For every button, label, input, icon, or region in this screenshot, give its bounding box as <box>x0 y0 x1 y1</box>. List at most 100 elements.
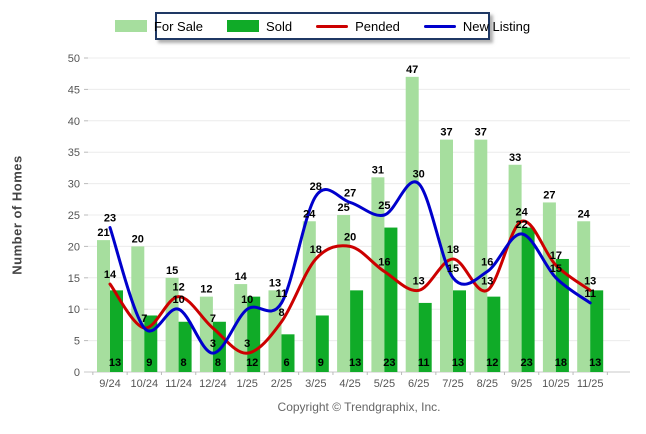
bar-for-sale <box>131 246 145 372</box>
bar-sold <box>178 321 192 372</box>
pended-value-label: 14 <box>104 269 117 281</box>
y-tick-label: 5 <box>74 336 80 348</box>
new-listing-line <box>108 180 592 355</box>
sold-value-label: 13 <box>589 357 601 369</box>
y-tick-label: 0 <box>74 367 80 379</box>
x-tick-label: 2/25 <box>271 378 292 390</box>
pended-line-swatch-icon <box>316 24 349 28</box>
sold-value-label: 23 <box>383 357 395 369</box>
sold-value-label: 6 <box>283 357 289 369</box>
sold-value-label: 8 <box>215 357 221 369</box>
sold-value-label: 13 <box>109 357 121 369</box>
pended-value-label: 12 <box>172 282 184 294</box>
bar-sold <box>212 321 226 372</box>
x-tick-label: 9/24 <box>99 378 120 390</box>
x-tick-label: 10/24 <box>131 378 159 390</box>
new-listing-value-label: 15 <box>550 263 562 275</box>
pended-line <box>108 219 592 355</box>
bar-sold <box>350 290 364 372</box>
pended-value-label: 3 <box>244 338 250 350</box>
sold-value-label: 11 <box>418 357 430 369</box>
sold-value-label: 13 <box>349 357 361 369</box>
legend-item-new-listing: New Listing <box>423 18 531 34</box>
new-listing-value-label: 23 <box>104 213 116 225</box>
for-sale-value-label: 15 <box>166 265 178 277</box>
new-listing-value-label: 25 <box>378 200 390 212</box>
sold-value-label: 8 <box>181 357 187 369</box>
pended-value-label: 13 <box>481 275 493 287</box>
sold-value-label: 9 <box>146 357 152 369</box>
x-tick-label: 5/25 <box>374 378 395 390</box>
bar-for-sale <box>474 139 488 372</box>
legend-label-pended: Pended <box>355 18 400 34</box>
bar-for-sale <box>371 177 385 372</box>
pended-value-label: 8 <box>278 307 284 319</box>
for-sale-value-label: 14 <box>235 271 248 283</box>
for-sale-value-label: 24 <box>303 208 316 220</box>
bar-sold <box>521 227 535 372</box>
bar-sold <box>315 315 329 372</box>
sold-value-label: 18 <box>555 357 567 369</box>
pended-value-label: 24 <box>515 206 528 218</box>
legend-item-for-sale: For Sale <box>114 18 204 34</box>
bar-sold <box>281 334 295 372</box>
x-tick-label: 11/25 <box>577 378 604 390</box>
y-tick-label: 30 <box>68 179 80 191</box>
legend-label-sold: Sold <box>266 18 293 34</box>
for-sale-value-label: 25 <box>337 202 349 214</box>
sold-value-label: 13 <box>452 357 464 369</box>
bar-sold <box>384 227 398 372</box>
y-axis-title: Number of Homes <box>9 155 25 275</box>
new-listing-value-label: 22 <box>515 219 527 231</box>
x-tick-label: 9/25 <box>511 378 532 390</box>
pended-value-label: 18 <box>447 244 459 256</box>
x-tick-label: 12/24 <box>199 378 227 390</box>
for-sale-value-label: 24 <box>578 208 591 220</box>
legend-label-for-sale: For Sale <box>153 18 204 34</box>
legend-item-pended: Pended <box>316 19 400 34</box>
for-sale-value-label: 33 <box>509 152 521 164</box>
new-listing-value-label: 28 <box>310 181 322 193</box>
new-listing-value-label: 11 <box>276 288 288 300</box>
bar-for-sale <box>508 164 522 372</box>
bar-sold <box>487 296 501 372</box>
x-tick-label: 4/25 <box>339 378 360 390</box>
for-sale-value-label: 37 <box>475 127 487 139</box>
pended-value-label: 20 <box>344 231 356 243</box>
for-sale-value-label: 12 <box>200 284 212 296</box>
pended-value-label: 18 <box>310 244 322 256</box>
for-sale-value-label: 13 <box>269 277 281 289</box>
for-sale-value-label: 27 <box>543 189 555 201</box>
bar-for-sale <box>199 296 213 372</box>
for-sale-value-label: 31 <box>372 164 384 176</box>
bar-sold <box>110 290 123 372</box>
bar-for-sale <box>97 240 110 372</box>
bar-sold <box>590 290 604 372</box>
new-listing-value-label: 10 <box>241 294 253 306</box>
bar-for-sale <box>542 202 556 372</box>
legend-label-new-listing: New Listing <box>462 18 531 34</box>
sold-value-label: 12 <box>486 357 498 369</box>
pended-value-label: 17 <box>550 250 562 262</box>
pended-value-label: 16 <box>378 257 390 269</box>
for-sale-value-label: 37 <box>440 127 452 139</box>
new-listing-value-label: 11 <box>584 288 596 300</box>
y-tick-label: 40 <box>68 116 80 128</box>
new-listing-value-label: 16 <box>481 257 493 269</box>
for-sale-swatch-icon <box>114 20 147 32</box>
x-tick-label: 11/24 <box>165 378 192 390</box>
new-listing-line-swatch-icon <box>423 24 456 28</box>
for-sale-value-label: 21 <box>97 227 109 239</box>
new-listing-value-label: 30 <box>413 169 425 181</box>
bar-for-sale <box>405 76 419 372</box>
y-tick-label: 20 <box>68 241 80 253</box>
for-sale-value-label: 47 <box>406 64 418 76</box>
x-tick-label: 8/25 <box>477 378 498 390</box>
y-tick-label: 15 <box>68 273 80 285</box>
bar-sold <box>418 302 432 372</box>
x-tick-label: 6/25 <box>408 378 429 390</box>
sold-swatch-icon <box>227 20 260 32</box>
y-tick-label: 45 <box>68 84 80 96</box>
